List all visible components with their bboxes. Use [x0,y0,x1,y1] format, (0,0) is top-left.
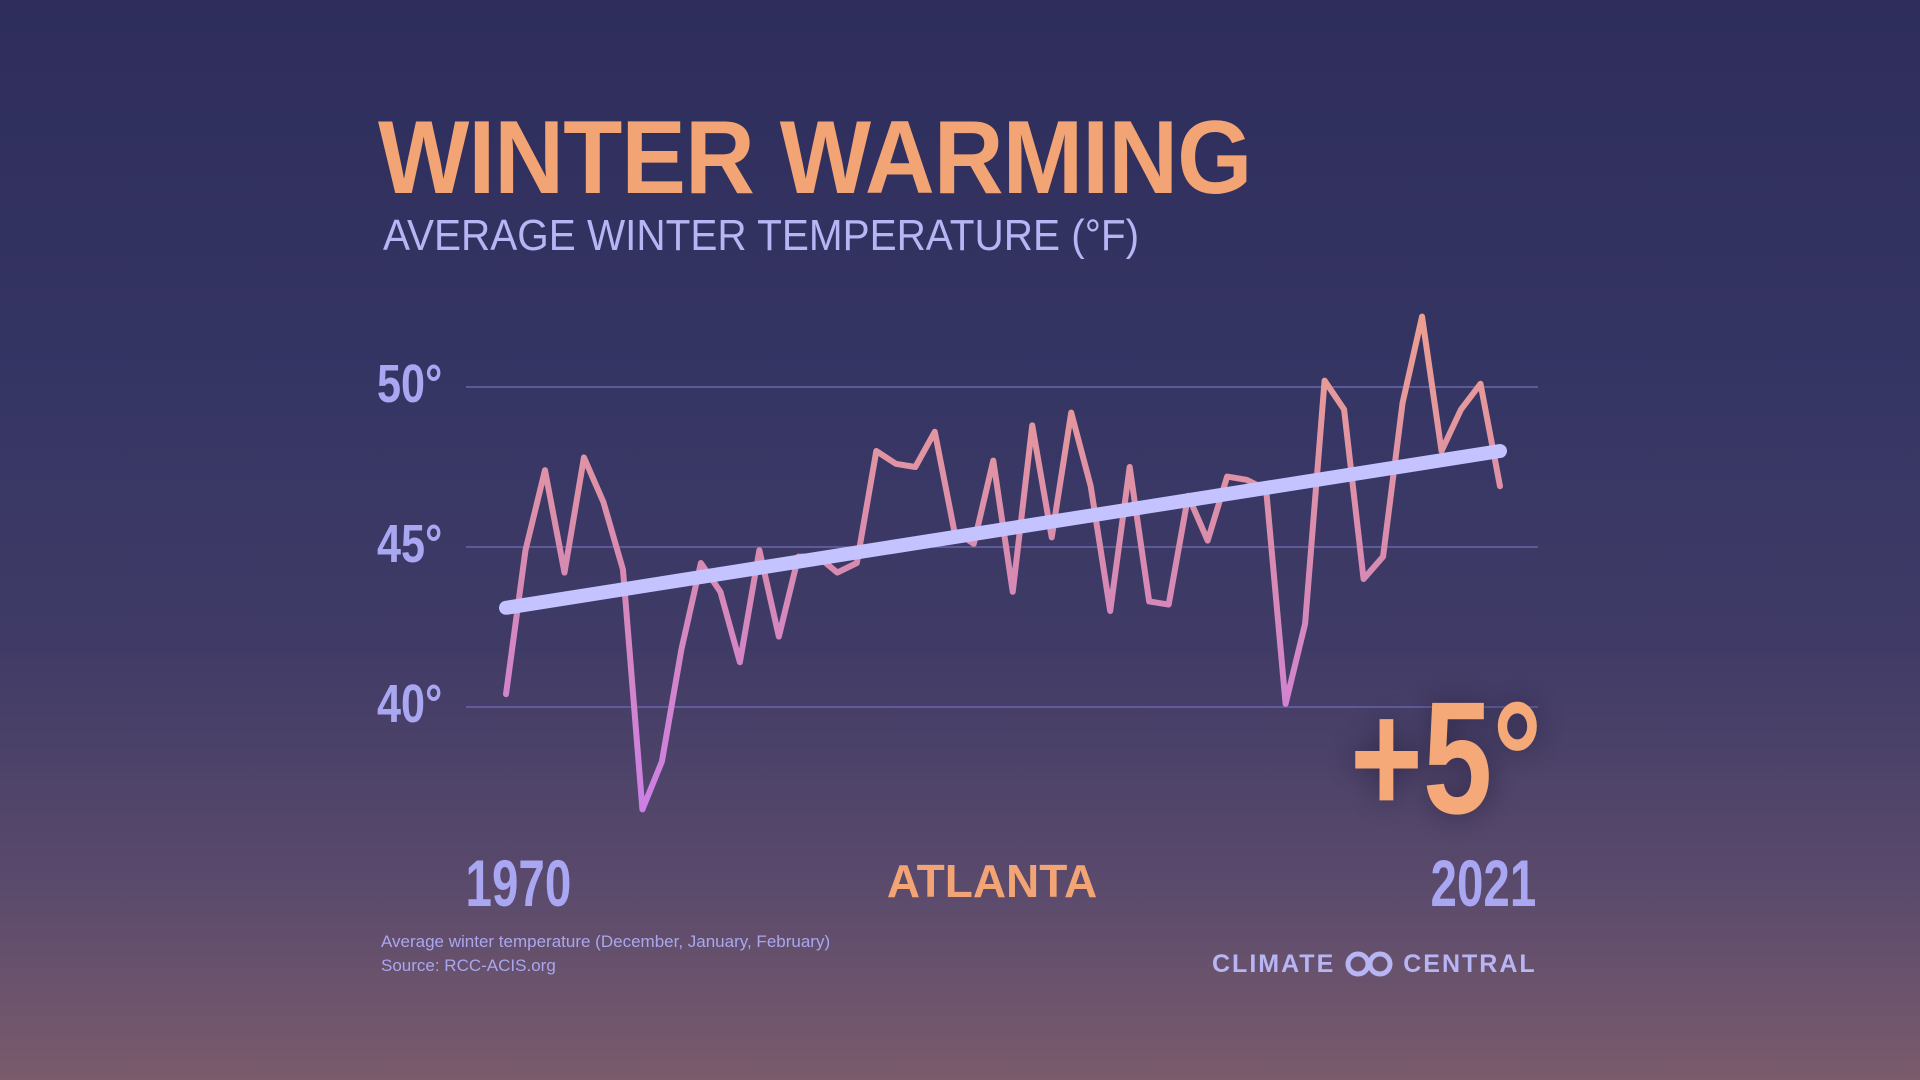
trend-line [499,444,1507,615]
data-point-1976 [620,566,626,572]
data-point-1988 [854,560,860,566]
logo-text-left: CLIMATE [1212,949,1336,978]
data-point-1970 [503,691,509,697]
data-point-1997 [1029,422,1035,428]
change-annotation: +5° [1350,668,1543,847]
data-point-2018 [1439,448,1445,454]
data-point-1972 [542,467,548,473]
data-point-1975 [600,499,606,505]
data-point-1974 [581,454,587,460]
data-point-2020 [1478,381,1484,387]
data-point-2008 [1244,477,1250,483]
data-point-2001 [1107,608,1113,614]
chart-subtitle: AVERAGE WINTER TEMPERATURE (°F) [383,211,1140,260]
data-point-1983 [756,547,762,553]
data-point-1985 [795,554,801,560]
data-point-1998 [1049,534,1055,540]
logo-rings-icon [1345,951,1393,977]
data-point-1989 [873,448,879,454]
data-point-1996 [1010,589,1016,595]
data-point-1995 [990,458,996,464]
data-point-1973 [561,570,567,576]
chart-title: WINTER WARMING [378,100,1252,216]
data-point-2003 [1146,598,1152,604]
data-point-2006 [1205,538,1211,544]
location-label: ATLANTA [886,855,1098,907]
data-point-1971 [522,547,528,553]
y-tick-label-50: 50° [377,354,443,414]
data-point-1987 [834,570,840,576]
data-point-2013 [1341,406,1347,412]
data-point-1981 [717,589,723,595]
data-point-1980 [698,560,704,566]
data-point-2016 [1400,400,1406,406]
data-point-2014 [1361,576,1367,582]
data-point-2017 [1419,314,1425,320]
y-tick-label-45: 45° [377,514,443,574]
data-point-1986 [815,554,821,560]
data-point-2021 [1497,483,1503,489]
data-point-1990 [893,461,899,467]
data-point-1992 [932,429,938,435]
data-point-2012 [1322,378,1328,384]
data-point-2011 [1302,621,1308,627]
data-point-1982 [737,659,743,665]
footnote-source: Source: RCC-ACIS.org [381,956,556,975]
data-point-2005 [1185,493,1191,499]
data-point-2019 [1458,406,1464,412]
data-point-1991 [912,464,918,470]
data-point-1977 [639,806,645,812]
data-point-2000 [1088,483,1094,489]
data-point-1999 [1068,410,1074,416]
data-point-1978 [659,758,665,764]
data-point-1979 [678,646,684,652]
data-point-1984 [776,634,782,640]
data-point-1993 [951,528,957,534]
x-end-label: 2021 [1430,846,1537,920]
footnote-description: Average winter temperature (December, Ja… [381,932,831,951]
x-start-label: 1970 [465,846,572,920]
data-point-2015 [1380,554,1386,560]
data-point-2010 [1283,701,1289,707]
data-point-2009 [1263,486,1269,492]
climate-central-logo: CLIMATE CENTRAL [1212,950,1537,978]
data-point-2002 [1127,464,1133,470]
y-tick-label-40: 40° [377,674,443,734]
logo-text-right: CENTRAL [1403,949,1537,978]
data-point-2004 [1166,602,1172,608]
data-point-2007 [1224,474,1230,480]
data-point-1994 [971,541,977,547]
